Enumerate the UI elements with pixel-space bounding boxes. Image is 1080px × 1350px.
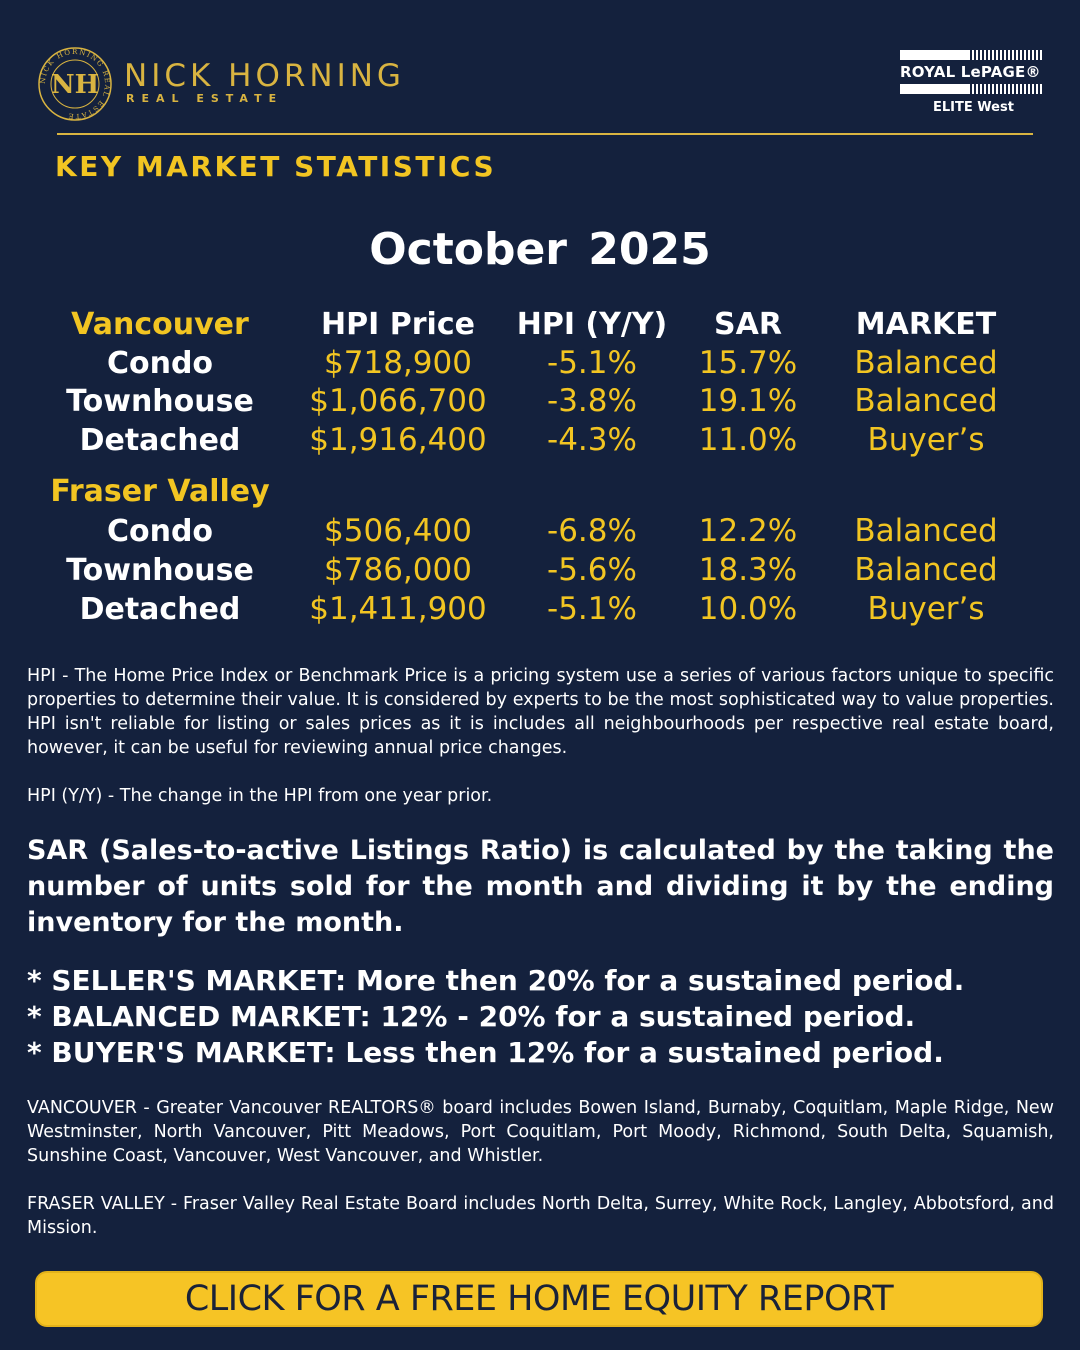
market-status: Balanced [854, 345, 998, 381]
hpi-price: $718,900 [324, 345, 472, 381]
hpi-yoy: -4.3% [547, 422, 637, 458]
column-header-hpi-yoy: HPI (Y/Y) [516, 307, 668, 342]
hpi-price: $786,000 [324, 552, 472, 588]
brand-monogram: NH [51, 70, 99, 100]
market-status: Buyer’s [867, 422, 985, 458]
property-type: Detached [79, 592, 241, 627]
brand-tagline: REAL ESTATE [126, 92, 284, 105]
header-divider [57, 133, 1033, 135]
column-header-market: MARKET [855, 307, 997, 342]
sellers-market-note: * SELLER'S MARKET: More then 20% for a s… [27, 964, 965, 997]
market-status: Balanced [854, 552, 998, 588]
partner-name: ROYAL LePAGE® [900, 63, 1041, 81]
property-type: Condo [106, 514, 214, 549]
partner-office: ELITE West [933, 100, 1014, 115]
hpi-price: $506,400 [324, 513, 472, 549]
market-thresholds: * SELLER'S MARKET: More then 20% for a s… [27, 963, 1057, 1071]
sar-value: 11.0% [698, 422, 798, 458]
property-type: Detached [79, 423, 241, 458]
column-header-hpi-price: HPI Price [321, 307, 475, 342]
balanced-market-note: * BALANCED MARKET: 12% - 20% for a susta… [27, 1000, 916, 1033]
region-label: Fraser Valley [50, 474, 270, 509]
report-period: October 2025 [369, 224, 711, 275]
market-status: Balanced [854, 513, 998, 549]
sar-value: 19.1% [698, 383, 798, 419]
hpi-yoy: -3.8% [547, 383, 637, 419]
region-label: Vancouver [71, 307, 249, 342]
hpi-yoy: -5.1% [547, 345, 637, 381]
sar-value: 18.3% [698, 552, 798, 588]
hpi-yoy: -5.6% [547, 552, 637, 588]
property-type: Townhouse [66, 553, 254, 588]
brand-seal-logo: NICK HORNING REAL ESTATE NH [38, 47, 112, 121]
hpi-price: $1,411,900 [309, 591, 487, 627]
sar-value: 15.7% [698, 345, 798, 381]
free-home-equity-report-button[interactable]: CLICK FOR A FREE HOME EQUITY REPORT [35, 1271, 1043, 1327]
hpi-price: $1,066,700 [309, 383, 487, 419]
sar-value: 10.0% [698, 591, 798, 627]
buyers-market-note: * BUYER'S MARKET: Less then 12% for a su… [27, 1036, 944, 1069]
sar-definition: SAR (Sales-to-active Listings Ratio) is … [27, 835, 1054, 938]
hpi-yoy: -6.8% [547, 513, 637, 549]
market-status: Balanced [854, 383, 998, 419]
partner-logo-bar [900, 50, 970, 60]
cta-label: CLICK FOR A FREE HOME EQUITY REPORT [184, 1279, 894, 1319]
hpi-price: $1,916,400 [309, 422, 487, 458]
market-status: Buyer’s [867, 591, 985, 627]
partner-logo-stripes [972, 84, 1044, 94]
section-title: KEY MARKET STATISTICS [55, 150, 497, 183]
property-type: Condo [106, 346, 214, 381]
hpi-yoy: -5.1% [547, 591, 637, 627]
brand-name: NICK HORNING [124, 58, 405, 94]
partner-logo-bar [900, 84, 970, 94]
sar-value: 12.2% [698, 513, 798, 549]
column-header-sar: SAR [714, 307, 782, 342]
vancouver-board-note: VANCOUVER - Greater Vancouver REALTORS® … [27, 1098, 1054, 1166]
partner-logo-stripes [972, 50, 1044, 60]
hpi-definition: HPI - The Home Price Index or Benchmark … [27, 666, 1054, 758]
fraser-valley-board-note: FRASER VALLEY - Fraser Valley Real Estat… [27, 1194, 1054, 1238]
property-type: Townhouse [66, 384, 254, 419]
hpi-yoy-definition: HPI (Y/Y) - The change in the HPI from o… [27, 786, 493, 806]
partner-logo: ROYAL LePAGE® ELITE West [900, 50, 1046, 118]
